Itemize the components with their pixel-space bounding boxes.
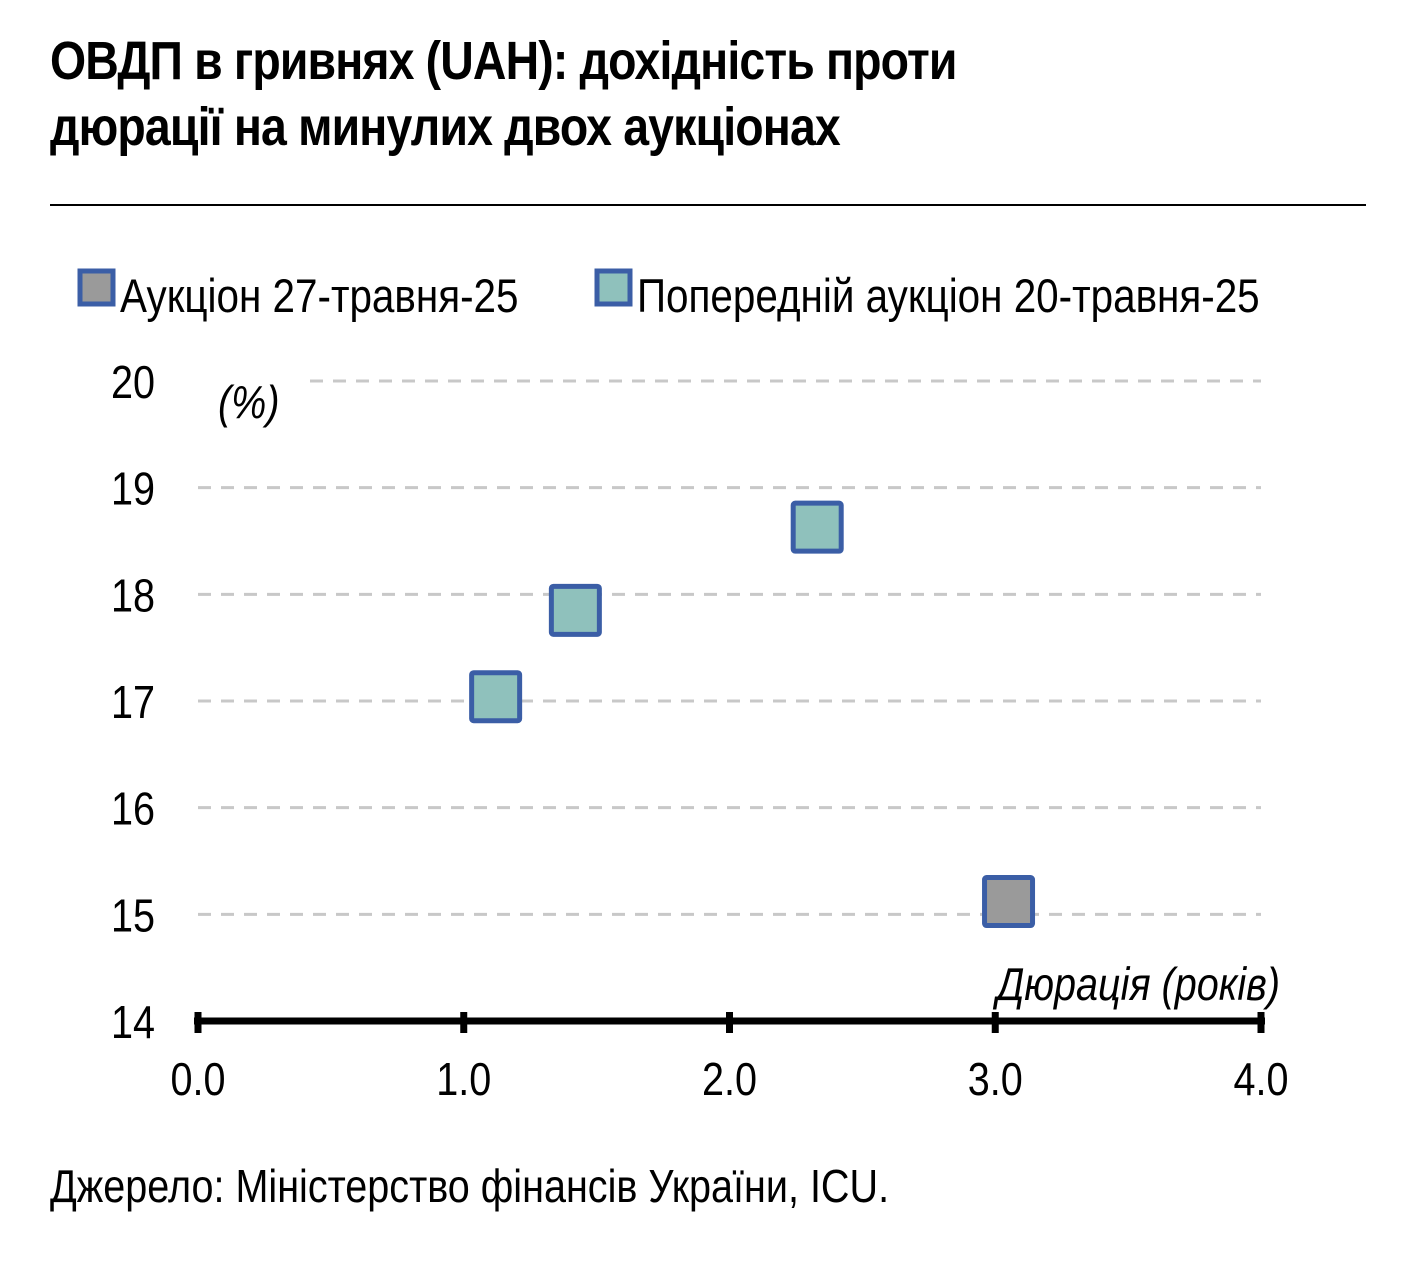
x-axis-tick-labels: 0.0 1.0 2.0 3.0 4.0 — [171, 1054, 1289, 1105]
chart-title: ОВДП в гривнях (UAH): дохідність проти д… — [50, 28, 1168, 160]
y-axis-unit-label: (%) — [218, 377, 280, 428]
x-tick-label: 4.0 — [1234, 1054, 1289, 1105]
x-tick-label: 0.0 — [171, 1054, 226, 1105]
legend-label-1: Аукціон 27-травня-25 — [120, 270, 519, 323]
x-tick-label: 2.0 — [702, 1054, 757, 1105]
legend-label-2: Попередній аукціон 20-травня-25 — [637, 270, 1260, 323]
source-note: Джерело: Міністерство фінансів України, … — [50, 1160, 890, 1212]
y-tick-label: 19 — [111, 464, 155, 515]
grid-lines — [198, 379, 1261, 916]
y-tick-label: 20 — [111, 357, 155, 408]
x-axis — [194, 1012, 1265, 1033]
y-tick-label: 14 — [111, 997, 155, 1048]
data-point-series2-1 — [469, 670, 523, 724]
data-point-series1-1 — [982, 875, 1036, 929]
data-points — [469, 500, 1036, 929]
y-tick-label: 18 — [111, 571, 155, 622]
legend-marker-1 — [77, 268, 116, 307]
chart-title-line2: дюрації на минулих двох аукціонах — [50, 97, 841, 157]
x-tick-label: 1.0 — [436, 1054, 491, 1105]
legend-marker-2 — [594, 268, 633, 307]
x-tick-label: 3.0 — [968, 1054, 1023, 1105]
chart-legend: Аукціон 27-травня-25 Попередній аукціон 2… — [77, 268, 1260, 323]
data-point-series2-2 — [548, 583, 602, 637]
chart-title-line1: ОВДП в гривнях (UAH): дохідність проти — [50, 31, 957, 91]
axis-unit-labels: (%) Дюрація (років) — [218, 377, 1280, 1010]
title-divider — [50, 204, 1366, 206]
y-tick-label: 15 — [111, 891, 155, 942]
x-axis-unit-label: Дюрація (років) — [993, 959, 1280, 1010]
y-tick-label: 17 — [111, 677, 155, 728]
y-tick-label: 16 — [111, 784, 155, 835]
y-axis-tick-labels: 14 15 16 17 18 19 20 — [111, 357, 155, 1048]
data-point-series2-3 — [790, 500, 844, 554]
